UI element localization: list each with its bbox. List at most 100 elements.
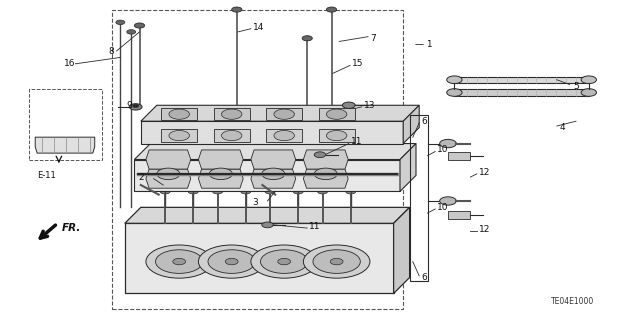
Circle shape bbox=[447, 76, 462, 84]
Polygon shape bbox=[266, 108, 302, 120]
Circle shape bbox=[169, 109, 189, 119]
Circle shape bbox=[134, 23, 145, 28]
Text: 9: 9 bbox=[127, 101, 132, 110]
Text: 6: 6 bbox=[421, 273, 427, 282]
Polygon shape bbox=[146, 169, 191, 188]
Ellipse shape bbox=[208, 230, 227, 238]
Text: 16: 16 bbox=[64, 59, 76, 68]
Bar bbox=[448, 152, 470, 160]
Text: 15: 15 bbox=[352, 59, 364, 68]
Circle shape bbox=[157, 168, 180, 180]
Circle shape bbox=[221, 109, 242, 119]
Circle shape bbox=[314, 152, 326, 158]
Text: 2: 2 bbox=[138, 173, 144, 182]
Circle shape bbox=[303, 245, 370, 278]
Circle shape bbox=[232, 7, 242, 12]
Text: 7: 7 bbox=[370, 34, 376, 43]
Ellipse shape bbox=[313, 230, 332, 238]
Text: E-11: E-11 bbox=[36, 171, 56, 180]
Text: FR.: FR. bbox=[61, 223, 81, 233]
Ellipse shape bbox=[156, 230, 175, 238]
Text: 14: 14 bbox=[253, 23, 264, 32]
Text: TE04E1000: TE04E1000 bbox=[551, 297, 595, 306]
Circle shape bbox=[209, 168, 232, 180]
Ellipse shape bbox=[236, 230, 255, 238]
Circle shape bbox=[251, 245, 317, 278]
Polygon shape bbox=[161, 129, 197, 142]
Circle shape bbox=[156, 250, 203, 273]
Ellipse shape bbox=[260, 230, 280, 238]
Polygon shape bbox=[251, 150, 296, 169]
Text: 12: 12 bbox=[479, 225, 490, 234]
Circle shape bbox=[132, 104, 139, 108]
Circle shape bbox=[293, 189, 303, 194]
Text: — 1: — 1 bbox=[415, 40, 433, 49]
Circle shape bbox=[342, 102, 355, 108]
Circle shape bbox=[314, 168, 337, 180]
Text: 10: 10 bbox=[437, 145, 449, 154]
Circle shape bbox=[160, 189, 170, 194]
Bar bbox=[29, 89, 102, 160]
Circle shape bbox=[265, 189, 275, 194]
Circle shape bbox=[346, 189, 356, 194]
Text: 10: 10 bbox=[437, 203, 449, 212]
Text: 5: 5 bbox=[573, 82, 579, 91]
Circle shape bbox=[241, 151, 250, 155]
Circle shape bbox=[262, 222, 273, 228]
Polygon shape bbox=[198, 169, 243, 188]
Polygon shape bbox=[400, 144, 416, 191]
Polygon shape bbox=[161, 108, 197, 120]
Circle shape bbox=[188, 189, 198, 194]
Circle shape bbox=[198, 245, 265, 278]
Circle shape bbox=[146, 245, 212, 278]
Circle shape bbox=[208, 250, 255, 273]
Circle shape bbox=[294, 151, 303, 155]
Circle shape bbox=[212, 189, 223, 194]
Circle shape bbox=[313, 250, 360, 273]
Circle shape bbox=[326, 109, 347, 119]
Polygon shape bbox=[394, 207, 410, 293]
Circle shape bbox=[274, 130, 294, 141]
Circle shape bbox=[161, 151, 170, 155]
Ellipse shape bbox=[341, 230, 360, 238]
Circle shape bbox=[221, 130, 242, 141]
Polygon shape bbox=[251, 169, 296, 188]
Circle shape bbox=[262, 168, 285, 180]
Polygon shape bbox=[141, 105, 419, 121]
Circle shape bbox=[447, 89, 462, 96]
Circle shape bbox=[326, 7, 337, 12]
Text: 11: 11 bbox=[351, 137, 362, 146]
Polygon shape bbox=[35, 137, 95, 153]
Polygon shape bbox=[146, 150, 191, 169]
Polygon shape bbox=[319, 108, 355, 120]
Circle shape bbox=[225, 258, 238, 265]
Polygon shape bbox=[125, 223, 394, 293]
Polygon shape bbox=[214, 108, 250, 120]
Text: 4: 4 bbox=[560, 123, 566, 132]
Circle shape bbox=[129, 104, 142, 110]
Polygon shape bbox=[214, 129, 250, 142]
Circle shape bbox=[330, 258, 343, 265]
Text: 8: 8 bbox=[109, 47, 115, 56]
Circle shape bbox=[581, 89, 596, 96]
Circle shape bbox=[189, 151, 198, 155]
Bar bbox=[112, 10, 403, 309]
Polygon shape bbox=[266, 129, 302, 142]
Circle shape bbox=[440, 139, 456, 148]
Polygon shape bbox=[141, 121, 403, 144]
Text: 11: 11 bbox=[309, 222, 321, 231]
Polygon shape bbox=[303, 150, 348, 169]
Polygon shape bbox=[134, 160, 400, 191]
Polygon shape bbox=[403, 105, 419, 144]
Text: 6: 6 bbox=[421, 117, 427, 126]
Circle shape bbox=[278, 258, 291, 265]
Text: 3: 3 bbox=[252, 198, 258, 207]
Bar bbox=[448, 211, 470, 219]
Polygon shape bbox=[198, 150, 243, 169]
Circle shape bbox=[260, 250, 308, 273]
Circle shape bbox=[241, 189, 251, 194]
Text: 13: 13 bbox=[364, 101, 375, 110]
Circle shape bbox=[127, 30, 136, 34]
Ellipse shape bbox=[184, 230, 203, 238]
Circle shape bbox=[440, 197, 456, 205]
